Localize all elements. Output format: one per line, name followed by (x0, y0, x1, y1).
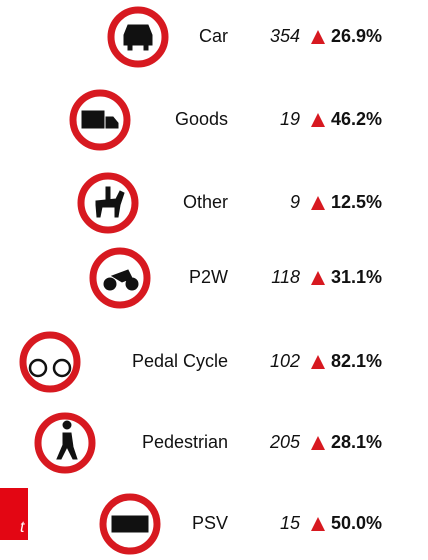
up-arrow (311, 517, 325, 531)
row: Pedestrian 205 28.1% (34, 412, 382, 474)
row-count: 354 (270, 26, 300, 46)
up-arrow (311, 271, 325, 285)
sign-icon (95, 186, 125, 218)
row: PSV 15 50.0% (99, 493, 382, 555)
row-change: 50.0% (331, 513, 382, 533)
up-arrow (311, 196, 325, 210)
row: P2W 118 31.1% (89, 247, 382, 309)
row-count: 118 (271, 267, 300, 287)
sign-icon (81, 110, 119, 129)
row-label: Car (199, 26, 228, 46)
row-label: Other (183, 192, 228, 212)
row-change: 46.2% (331, 109, 382, 129)
sign-icon (103, 269, 139, 291)
up-arrow (311, 436, 325, 450)
row-label: PSV (192, 513, 228, 533)
row-change: 26.9% (331, 26, 382, 46)
row: Other 9 12.5% (77, 172, 382, 234)
row-label: Pedal Cycle (132, 351, 228, 371)
row-label: Pedestrian (142, 432, 228, 452)
row-label: P2W (189, 267, 228, 287)
up-arrow (311, 113, 325, 127)
row-change: 28.1% (331, 432, 382, 452)
row-change: 82.1% (331, 351, 382, 371)
sign-icon (111, 515, 149, 533)
row: Goods 19 46.2% (69, 89, 382, 151)
tab-text: t (20, 519, 25, 536)
row-count: 205 (269, 432, 301, 452)
row-count: 19 (280, 109, 300, 129)
row-change: 31.1% (331, 267, 382, 287)
row-label: Goods (175, 109, 228, 129)
sign-icon (56, 420, 78, 460)
sign-icon (123, 24, 153, 51)
row-count: 102 (270, 351, 300, 371)
row-change: 12.5% (331, 192, 382, 212)
up-arrow (311, 30, 325, 44)
up-arrow (311, 355, 325, 369)
row-count: 15 (280, 513, 301, 533)
row: Pedal Cycle 102 82.1% (19, 331, 382, 393)
row-count: 9 (290, 192, 300, 212)
sign-icon (28, 358, 72, 378)
row: Car 354 26.9% (107, 6, 382, 68)
red-tab (0, 488, 28, 540)
